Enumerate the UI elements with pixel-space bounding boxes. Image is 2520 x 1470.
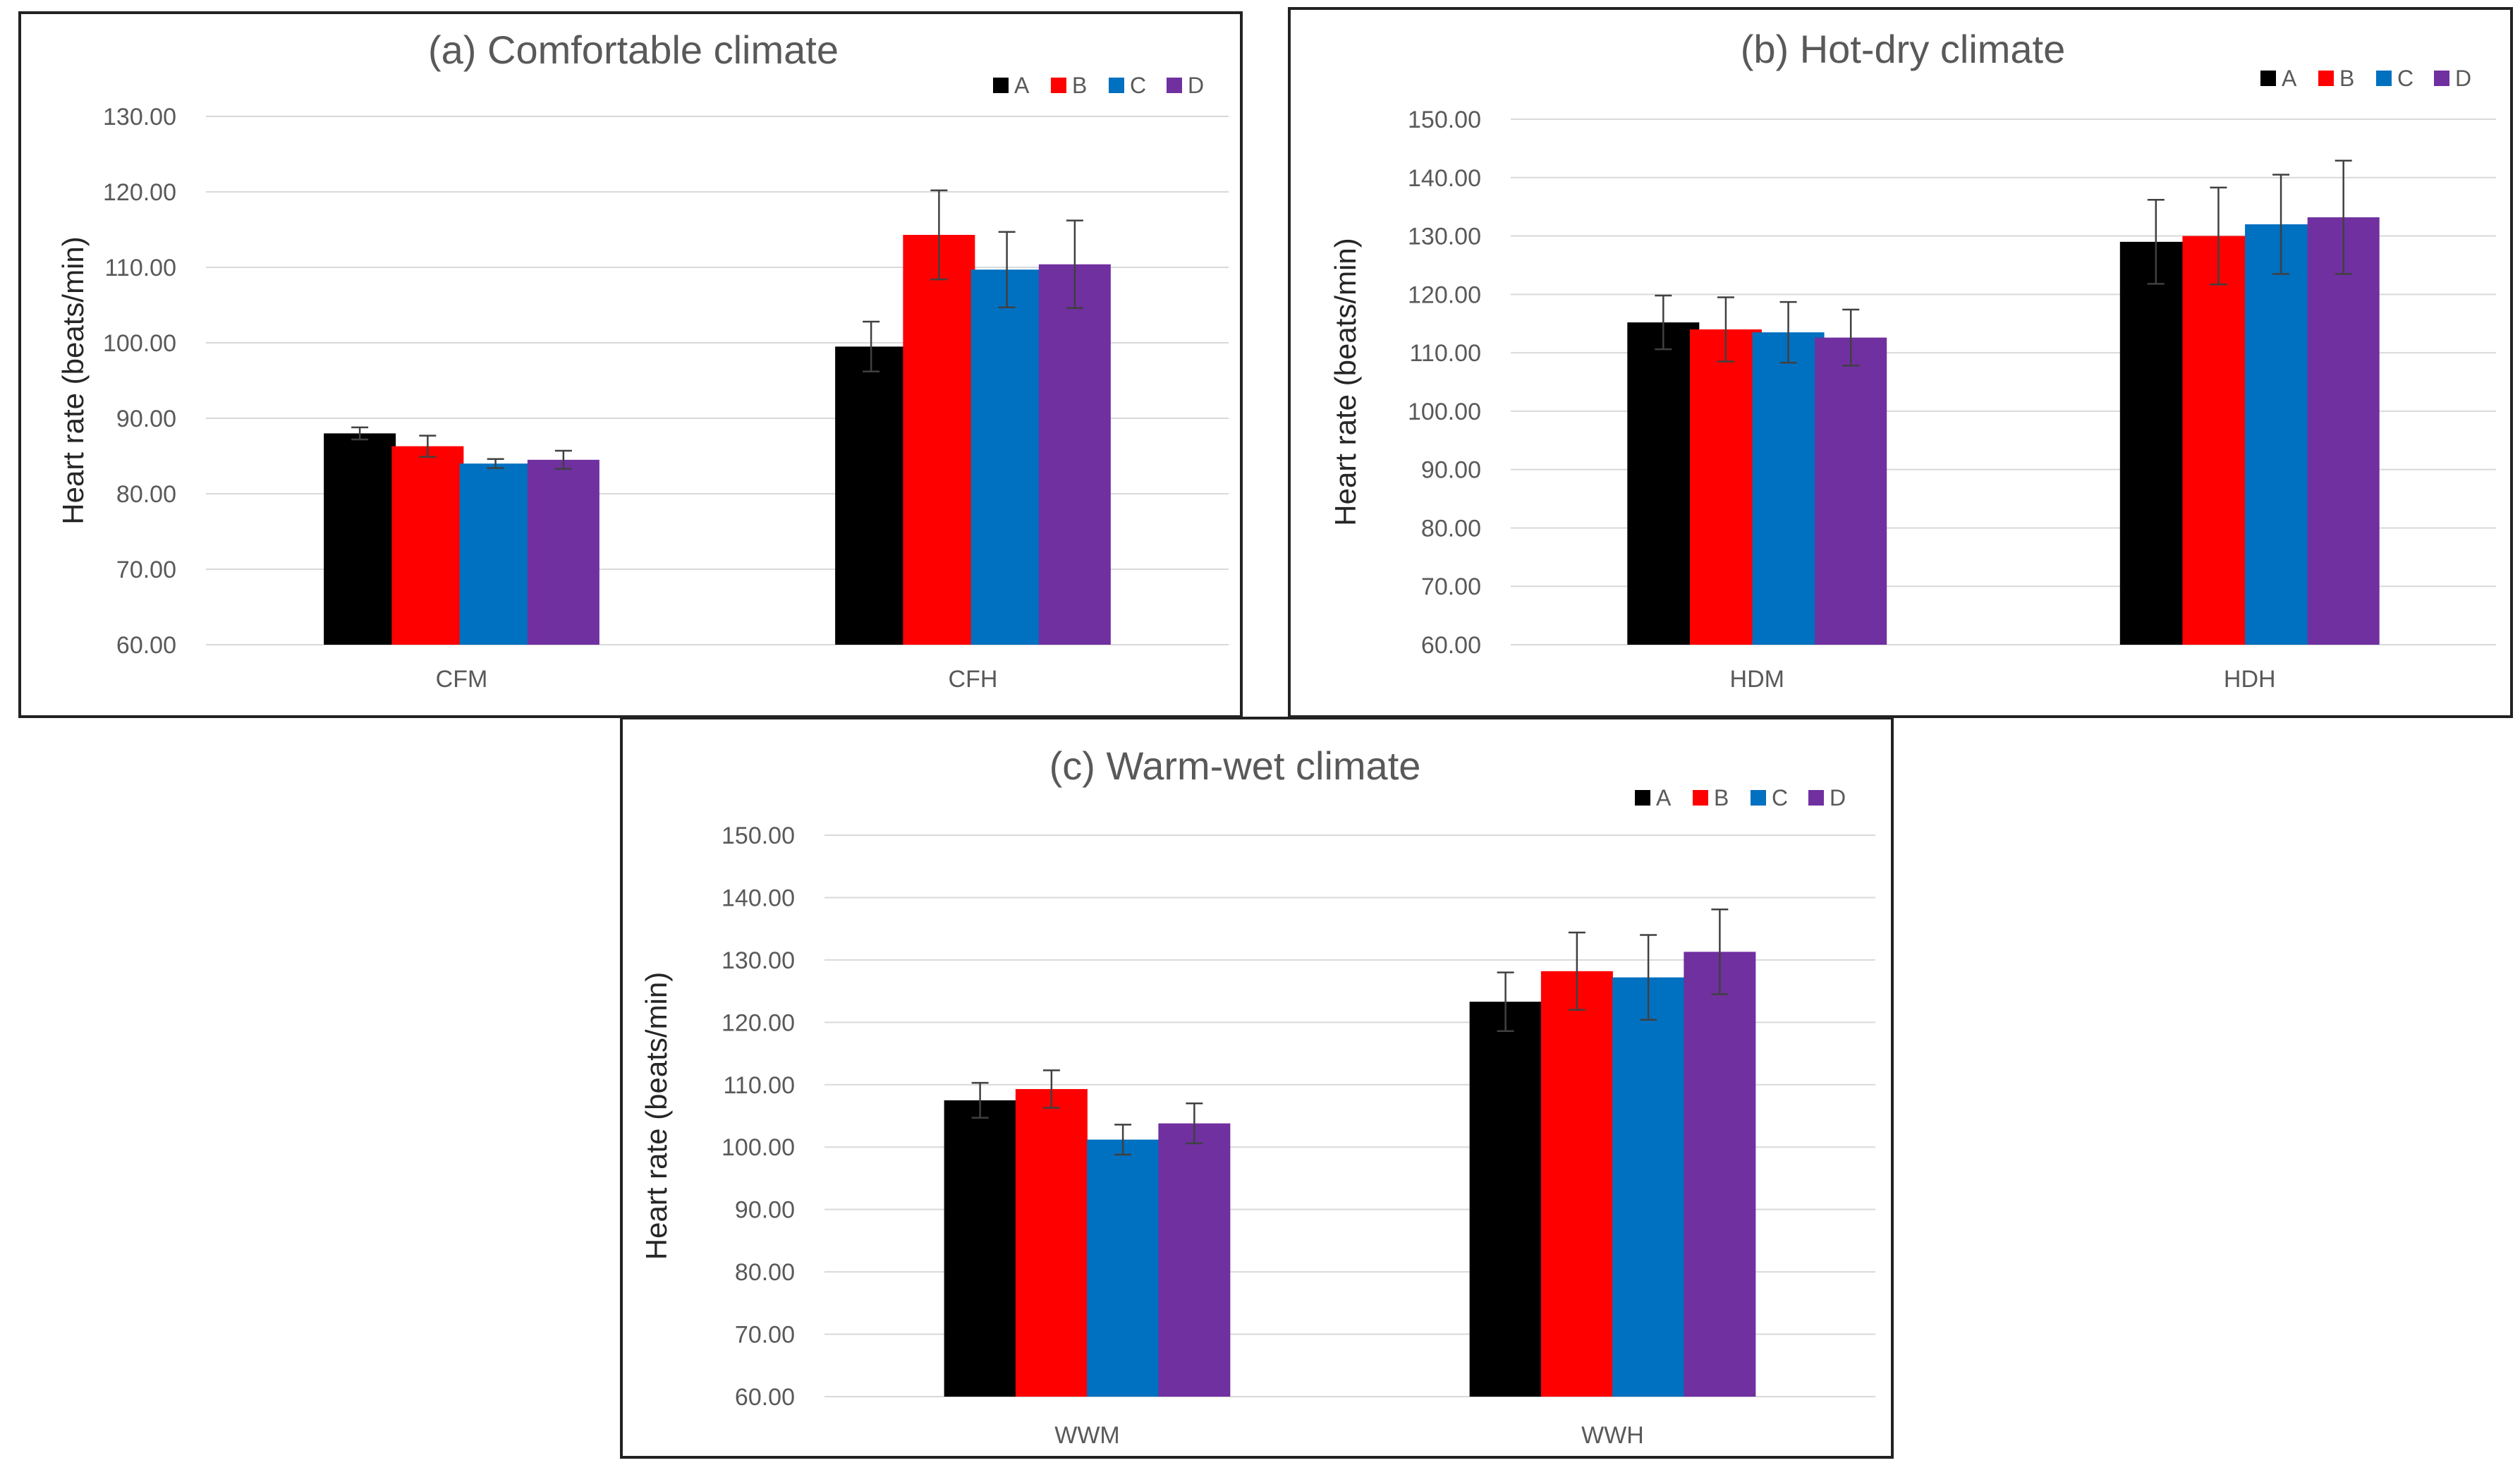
legend-label-b: B (2339, 66, 2354, 91)
y-tick-label: 80.00 (116, 481, 176, 508)
bar-d-hdm (1815, 337, 1887, 645)
x-category-label: WWH (1581, 1422, 1644, 1449)
legend-swatch-c (1751, 790, 1766, 806)
x-category-label: CFM (436, 666, 488, 693)
bar-d-wwh (1684, 952, 1756, 1397)
y-tick-label: 130.00 (1408, 224, 1481, 250)
legend-label-d: D (1830, 785, 1846, 810)
legend-swatch-d (2434, 71, 2449, 86)
y-axis-label: Heart rate (beats/min) (1329, 238, 1362, 526)
bar-b-cfm (391, 446, 464, 645)
y-tick-label: 100.00 (1408, 399, 1481, 425)
bar-b-wwm (1015, 1088, 1088, 1397)
bar-a-hdh (2119, 241, 2192, 645)
chart-title: (a) Comfortable climate (428, 28, 839, 72)
chart-comfortable-climate: (a) Comfortable climate Heart rate (beats… (56, 28, 1229, 693)
chart-panel-warm-wet: (c) Warm-wet climate Heart rate (beats/mi… (620, 717, 1894, 1459)
chart-panel-hot-dry: (b) Hot-dry climate Heart rate (beats/min… (1288, 7, 2513, 718)
legend-swatch-d (1167, 78, 1182, 93)
y-tick-label: 140.00 (722, 885, 795, 911)
legend-swatch-c (2376, 71, 2392, 86)
y-tick-label: 70.00 (116, 557, 176, 583)
legend-label-d: D (2455, 66, 2471, 91)
legend-swatch-b (1693, 790, 1708, 806)
x-category-label: CFH (949, 666, 998, 693)
bar-c-cfh (970, 269, 1043, 645)
legend-label-b: B (1072, 73, 1087, 98)
bar-a-wwm (944, 1100, 1016, 1397)
legend-label-d: D (1188, 73, 1204, 98)
y-tick-label: 60.00 (1421, 632, 1481, 659)
y-tick-label: 120.00 (722, 1009, 795, 1036)
bar-a-hdm (1627, 322, 1700, 645)
y-tick-label: 90.00 (735, 1197, 795, 1224)
x-category-label: HDM (1730, 666, 1784, 693)
legend-swatch-a (993, 78, 1009, 93)
y-tick-label: 110.00 (105, 255, 176, 281)
legend-label-a: A (1014, 73, 1030, 98)
y-tick-label: 60.00 (116, 632, 176, 659)
legend-swatch-b (1051, 78, 1066, 93)
bar-d-hdh (2307, 217, 2380, 645)
y-axis-label: Heart rate (beats/min) (640, 972, 673, 1260)
legend-swatch-a (2260, 71, 2276, 86)
bar-d-wwm (1158, 1123, 1231, 1397)
bar-b-cfh (903, 234, 975, 645)
chart-hot-dry-climate: (b) Hot-dry climate Heart rate (beats/min… (1329, 27, 2496, 693)
bar-b-wwh (1540, 971, 1613, 1397)
bar-b-hdh (2182, 236, 2255, 645)
bar-c-wwh (1612, 977, 1685, 1397)
y-tick-label: 110.00 (1410, 340, 1481, 367)
chart-title: (c) Warm-wet climate (1049, 743, 1421, 788)
chart-title: (b) Hot-dry climate (1741, 27, 2066, 71)
y-axis-label: Heart rate (beats/min) (56, 236, 90, 524)
y-tick-label: 80.00 (735, 1259, 795, 1286)
legend-label-c: C (2397, 66, 2414, 91)
bar-c-hdm (1752, 332, 1825, 645)
y-tick-label: 110.00 (724, 1072, 795, 1099)
chart-panel-comfortable: (a) Comfortable climate Heart rate (beats… (18, 11, 1243, 718)
bar-a-cfm (324, 433, 396, 645)
bar-d-cfh (1038, 264, 1111, 645)
y-tick-label: 150.00 (722, 822, 795, 849)
legend-swatch-d (1808, 790, 1824, 806)
legend-label-a: A (2282, 66, 2297, 91)
y-tick-label: 120.00 (1408, 281, 1481, 308)
y-tick-label: 60.00 (735, 1384, 795, 1411)
y-tick-label: 140.00 (1408, 165, 1481, 192)
y-tick-label: 130.00 (103, 104, 176, 130)
y-tick-label: 70.00 (1421, 573, 1481, 600)
legend-label-a: A (1656, 785, 1672, 810)
y-tick-label: 80.00 (1421, 515, 1481, 542)
y-tick-label: 120.00 (103, 179, 176, 206)
y-tick-label: 100.00 (103, 330, 176, 357)
bar-d-cfm (527, 459, 599, 645)
bar-c-wwm (1087, 1139, 1159, 1397)
x-category-label: WWM (1054, 1422, 1120, 1449)
legend-swatch-b (2318, 71, 2334, 86)
legend-swatch-a (1635, 790, 1650, 806)
bar-b-hdm (1689, 329, 1762, 645)
legend-label-c: C (1772, 785, 1788, 810)
bar-a-wwh (1469, 1002, 1542, 1397)
y-tick-label: 90.00 (1421, 457, 1481, 484)
legend-label-b: B (1714, 785, 1729, 810)
bar-c-hdh (2245, 224, 2318, 645)
y-tick-label: 70.00 (735, 1322, 795, 1349)
y-tick-label: 90.00 (116, 406, 176, 432)
bar-c-cfm (459, 463, 532, 645)
bar-a-cfh (835, 346, 908, 645)
chart-warm-wet-climate: (c) Warm-wet climate Heart rate (beats/mi… (640, 743, 1875, 1449)
x-category-label: HDH (2224, 666, 2276, 693)
y-tick-label: 130.00 (722, 947, 795, 974)
y-tick-label: 100.00 (722, 1134, 795, 1161)
legend-swatch-c (1109, 78, 1124, 93)
legend-label-c: C (1130, 73, 1146, 98)
y-tick-label: 150.00 (1408, 107, 1481, 133)
